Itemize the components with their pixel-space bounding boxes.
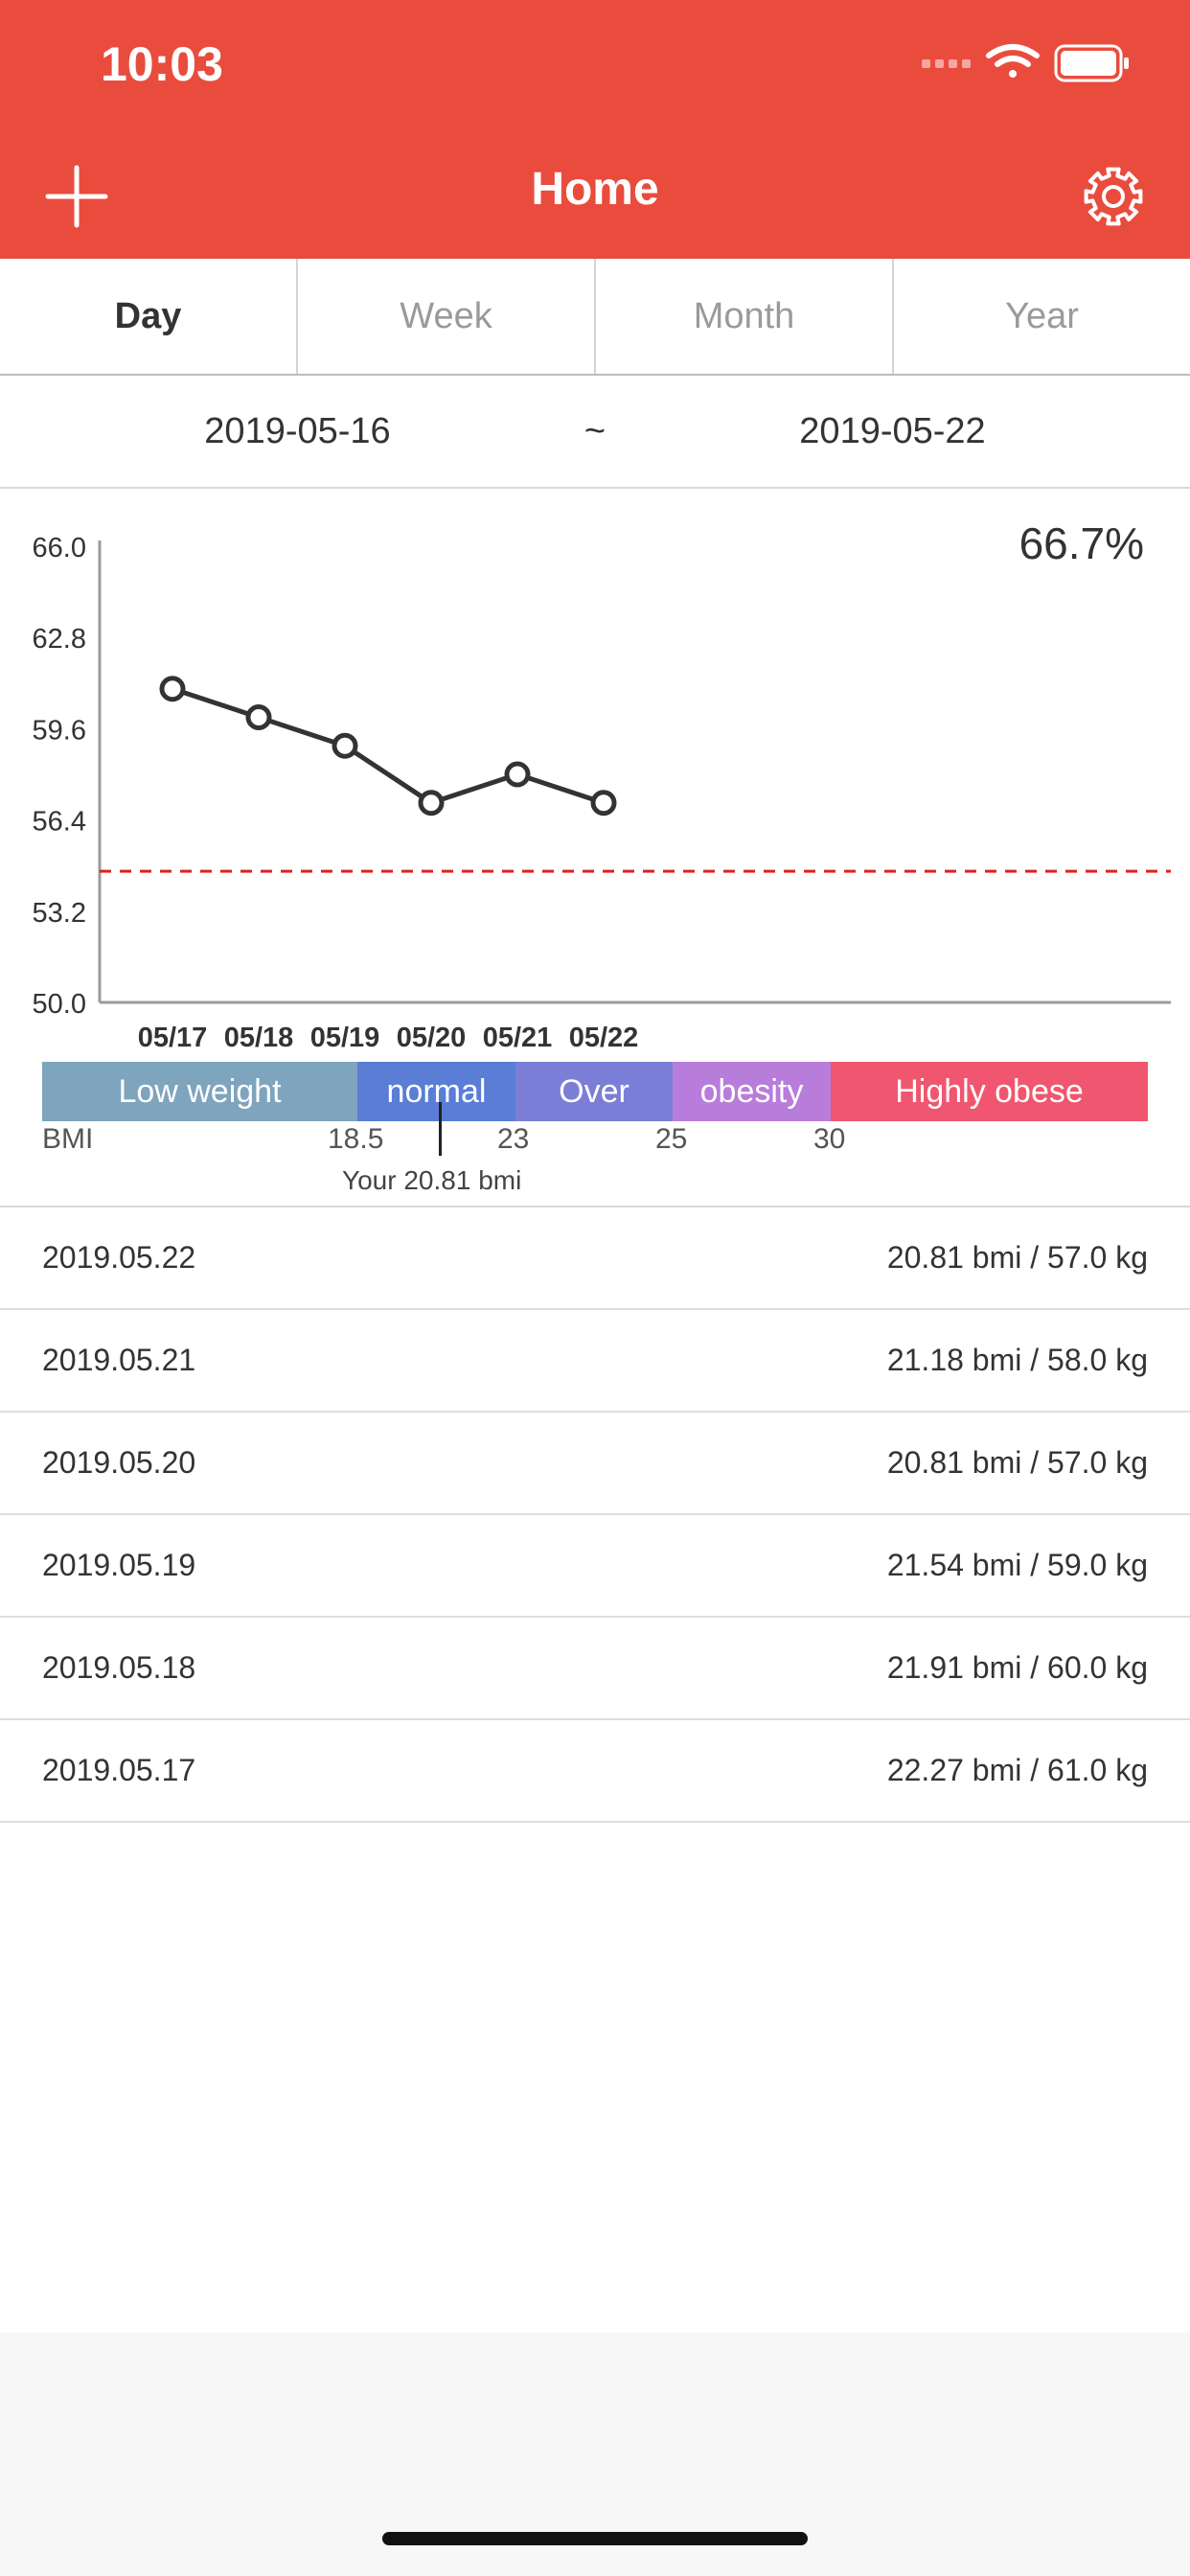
y-tick-label: 53.2 — [33, 898, 86, 929]
progress-percent: 66.7% — [1018, 518, 1144, 568]
y-tick-label: 59.6 — [33, 715, 86, 746]
range-end-date[interactable]: 2019-05-22 — [799, 411, 986, 451]
list-item[interactable]: 2019.05.20 20.81 bmi / 57.0 kg — [0, 1413, 1190, 1515]
x-tick-label: 05/17 — [138, 1023, 208, 1053]
data-point — [332, 732, 358, 759]
x-tick-label: 05/19 — [310, 1023, 380, 1053]
weight-line-chart: 66.0 62.8 59.6 56.4 53.2 50.0 05/17 05/18 05/19 0… — [33, 533, 1171, 1053]
status-time: 10:03 — [101, 37, 223, 91]
data-point — [504, 761, 531, 788]
data-point — [245, 704, 272, 730]
gear-icon[interactable] — [1080, 163, 1147, 230]
status-icons — [922, 44, 1129, 82]
record-date: 2019.05.17 — [42, 1753, 196, 1787]
bmi-threshold-23: 23 — [497, 1123, 530, 1155]
battery-icon — [1054, 44, 1129, 82]
page — [0, 0, 1190, 2333]
record-value: 21.54 bmi / 59.0 kg — [886, 1548, 1148, 1582]
bmi-threshold-18-5: 18.5 — [328, 1123, 384, 1155]
bmi-segment-normal: normal — [357, 1062, 515, 1121]
record-value: 21.18 bmi / 58.0 kg — [886, 1343, 1148, 1377]
period-tabs: Day Week Month Year — [0, 259, 1190, 376]
record-date: 2019.05.22 — [42, 1240, 196, 1275]
bmi-segment-obesity: obesity — [673, 1062, 831, 1121]
your-bmi-label: Your 20.81 bmi — [342, 1165, 522, 1195]
tab-week[interactable]: Week — [298, 259, 596, 374]
x-tick-label: 05/22 — [569, 1023, 639, 1053]
tab-year[interactable]: Year — [1005, 296, 1079, 336]
record-date: 2019.05.18 — [42, 1650, 196, 1685]
y-tick-label: 66.0 — [33, 533, 86, 564]
page-title: Home — [531, 164, 659, 215]
bmi-scale-bar: Low weight normal Over obesity Highly ob… — [42, 1062, 1148, 1121]
record-value: 21.91 bmi / 60.0 kg — [886, 1650, 1148, 1685]
data-point — [418, 790, 445, 816]
x-tick-label: 05/21 — [483, 1023, 553, 1053]
bmi-segment-low-weight: Low weight — [42, 1062, 357, 1121]
your-bmi-marker — [439, 1102, 442, 1156]
tab-month[interactable]: Month — [596, 259, 894, 374]
x-tick-label: 05/18 — [224, 1023, 294, 1053]
records-list: 2019.05.22 20.81 bmi / 57.0 kg 2019.05.2… — [0, 1206, 1190, 1823]
list-item[interactable]: 2019.05.17 22.27 bmi / 61.0 kg — [0, 1720, 1190, 1823]
bmi-segment-highly-obese: Highly obese — [831, 1062, 1148, 1121]
app-header: 10:03 Home — [0, 0, 1190, 259]
plus-icon[interactable] — [43, 163, 110, 230]
record-date: 2019.05.19 — [42, 1548, 196, 1582]
signal-icon — [922, 59, 971, 68]
x-tick-label: 05/20 — [397, 1023, 467, 1053]
range-start-date[interactable]: 2019-05-16 — [204, 411, 391, 451]
data-point — [159, 676, 186, 702]
record-date: 2019.05.21 — [42, 1343, 196, 1377]
record-value: 20.81 bmi / 57.0 kg — [886, 1445, 1148, 1480]
list-item[interactable]: 2019.05.18 21.91 bmi / 60.0 kg — [0, 1618, 1190, 1720]
bmi-axis-label: BMI — [42, 1123, 94, 1155]
record-date: 2019.05.20 — [42, 1445, 196, 1480]
tab-day[interactable]: Day — [0, 259, 298, 374]
list-item[interactable]: 2019.05.19 21.54 bmi / 59.0 kg — [0, 1515, 1190, 1618]
record-value: 20.81 bmi / 57.0 kg — [886, 1240, 1148, 1275]
wifi-icon — [986, 44, 1040, 78]
y-tick-label: 56.4 — [33, 807, 86, 838]
bmi-threshold-30: 30 — [813, 1123, 846, 1155]
date-range: 2019-05-16 ~ 2019-05-22 — [0, 376, 1190, 489]
y-tick-label: 50.0 — [33, 989, 86, 1020]
range-separator: ~ — [584, 411, 606, 451]
bmi-threshold-25: 25 — [655, 1123, 688, 1155]
y-tick-label: 62.8 — [33, 624, 86, 655]
list-item[interactable]: 2019.05.21 21.18 bmi / 58.0 kg — [0, 1310, 1190, 1413]
list-item[interactable]: 2019.05.22 20.81 bmi / 57.0 kg — [0, 1208, 1190, 1310]
bmi-segment-over: Over — [515, 1062, 673, 1121]
weight-series-line — [172, 686, 605, 806]
record-value: 22.27 bmi / 61.0 kg — [886, 1753, 1148, 1787]
home-indicator — [382, 2532, 808, 2545]
data-point — [590, 790, 617, 816]
